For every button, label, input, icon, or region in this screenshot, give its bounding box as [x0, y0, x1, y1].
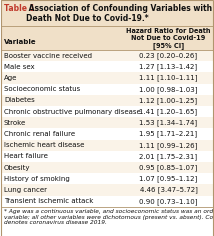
Bar [1, 0, 213, 26]
Text: 1.00 [0.98–1.03]: 1.00 [0.98–1.03] [139, 86, 198, 93]
Text: 1.11 [1.10–1.11]: 1.11 [1.10–1.11] [139, 75, 198, 81]
Bar [1, 196, 213, 207]
Text: 1.11 [0.99–1.26]: 1.11 [0.99–1.26] [139, 142, 198, 149]
Text: Ischemic heart disease: Ischemic heart disease [4, 142, 84, 148]
Text: * Age was a continuous variable, and socioeconomic status was an ordinal
variabl: * Age was a continuous variable, and soc… [4, 209, 214, 225]
Bar [1, 50, 213, 61]
Bar [1, 95, 213, 106]
Bar [1, 117, 213, 128]
Text: 1.07 [0.95–1.12]: 1.07 [0.95–1.12] [139, 175, 198, 182]
Bar [1, 162, 213, 173]
Text: Heart failure: Heart failure [4, 153, 48, 159]
Bar [1, 84, 213, 95]
Bar [1, 207, 213, 236]
Bar [1, 128, 213, 140]
Text: History of smoking: History of smoking [4, 176, 70, 182]
Bar [1, 184, 213, 196]
Text: Chronic obstructive pulmonary disease: Chronic obstructive pulmonary disease [4, 109, 141, 115]
Bar [1, 61, 213, 72]
Text: 0.90 [0.73–1.10]: 0.90 [0.73–1.10] [139, 198, 198, 205]
Bar [1, 140, 213, 151]
Bar [1, 173, 213, 184]
Text: Stroke: Stroke [4, 120, 26, 126]
Text: Obesity: Obesity [4, 164, 31, 171]
Text: 4.46 [3.47–5.72]: 4.46 [3.47–5.72] [140, 187, 198, 193]
Bar [1, 151, 213, 162]
Text: Diabetes: Diabetes [4, 97, 35, 103]
Text: 1.12 [1.00–1.25]: 1.12 [1.00–1.25] [139, 97, 198, 104]
Text: 1.95 [1.71–2.21]: 1.95 [1.71–2.21] [139, 131, 198, 137]
Text: Lung cancer: Lung cancer [4, 187, 47, 193]
Text: Booster vaccine received: Booster vaccine received [4, 53, 92, 59]
Text: Age: Age [4, 75, 17, 81]
Text: 0.23 [0.20–0.26]: 0.23 [0.20–0.26] [139, 52, 198, 59]
Bar [1, 72, 213, 84]
Text: 1.41 [1.20–1.65]: 1.41 [1.20–1.65] [139, 108, 198, 115]
Text: Transient ischemic attack: Transient ischemic attack [4, 198, 93, 204]
Text: 1.27 [1.13–1.42]: 1.27 [1.13–1.42] [139, 63, 198, 70]
Bar [1, 26, 213, 50]
Text: Table 1.: Table 1. [4, 4, 38, 13]
Text: 2.01 [1.75–2.31]: 2.01 [1.75–2.31] [139, 153, 198, 160]
Text: Variable: Variable [4, 39, 37, 45]
Text: Male sex: Male sex [4, 64, 35, 70]
Bar [1, 106, 213, 117]
Text: 0.95 [0.85–1.07]: 0.95 [0.85–1.07] [139, 164, 198, 171]
Text: Hazard Ratio for Death
Not Due to Covid-19
[95% CI]: Hazard Ratio for Death Not Due to Covid-… [126, 28, 211, 49]
Text: 1.53 [1.34–1.74]: 1.53 [1.34–1.74] [139, 119, 198, 126]
Text: Chronic renal failure: Chronic renal failure [4, 131, 75, 137]
Text: Association of Confounding Variables with Death Not Due to Covid-19.*: Association of Confounding Variables wit… [26, 4, 212, 23]
Text: Socioeconomic status: Socioeconomic status [4, 86, 80, 92]
